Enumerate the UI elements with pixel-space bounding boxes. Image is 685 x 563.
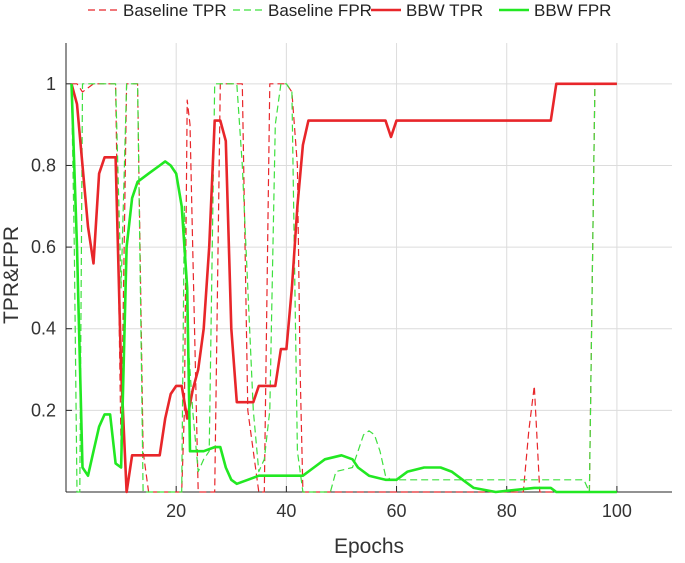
grid	[66, 43, 672, 492]
series-line-bbw-fpr	[70, 83, 617, 494]
series-line-baseline-tpr	[71, 83, 617, 493]
x-tick-label: 60	[387, 501, 407, 521]
legend: Baseline TPR Baseline FPR BBW TPR BBW FPR	[88, 1, 611, 20]
y-tick-label: 0.8	[31, 155, 56, 175]
x-tick-label: 20	[166, 501, 186, 521]
y-tick-label: 1	[46, 74, 56, 94]
x-tick-label: 100	[602, 501, 632, 521]
series-line-bbw-tpr	[70, 82, 617, 494]
legend-label: Baseline TPR	[123, 1, 227, 20]
legend-label: BBW FPR	[534, 1, 611, 20]
y-axis-label: TPR&FPR	[0, 226, 23, 324]
legend-label: Baseline FPR	[268, 1, 372, 20]
y-tick-label: 0.4	[31, 319, 56, 339]
x-tick-label: 80	[497, 501, 517, 521]
axes	[65, 43, 672, 493]
series-line-baseline-fpr	[70, 83, 617, 493]
y-tick-label: 0.6	[31, 237, 56, 257]
x-axis-label: Epochs	[334, 535, 404, 558]
x-tick-label: 40	[276, 501, 296, 521]
tick-labels: 20 40 60 80 100 0.2 0.4 0.6 0.8 1	[31, 74, 632, 521]
y-tick-label: 0.2	[31, 400, 56, 420]
series-lines	[70, 82, 617, 494]
legend-label: BBW TPR	[406, 1, 483, 20]
